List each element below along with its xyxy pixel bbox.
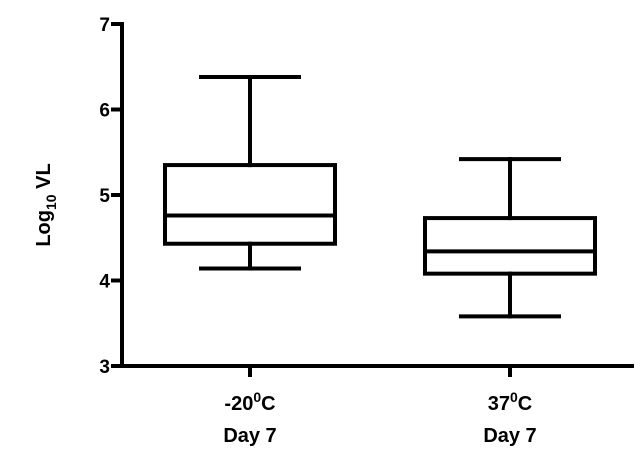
x-category-label-degree: 0: [253, 389, 261, 405]
x-category-label-unit: C: [261, 393, 275, 415]
x-category-label-value: 37: [488, 393, 510, 415]
x-category-label-value: -20: [224, 393, 253, 415]
y-tick-label: 4: [99, 272, 110, 293]
y-axis-label-main: Log: [33, 210, 55, 247]
y-axis-label: Log10 VL: [33, 163, 59, 246]
y-tick-label: 3: [99, 357, 110, 378]
y-tick-label: 5: [99, 186, 110, 207]
interquartile-box: [163, 163, 337, 246]
y-tick-label: 6: [99, 101, 110, 122]
x-category-label-line2: Day 7: [483, 425, 536, 447]
interquartile-box: [423, 216, 597, 276]
box-series-2: [423, 157, 597, 319]
y-axis-label-subscript: 10: [43, 194, 59, 210]
x-category-label-line2: Day 7: [223, 425, 276, 447]
x-category-label-line1: -200C: [224, 389, 275, 415]
y-tick-label: 7: [99, 15, 110, 36]
y-axis: 3 4 5 6 7: [99, 15, 124, 378]
y-axis-label-suffix: VL: [33, 163, 55, 194]
box-series-1: [163, 75, 337, 271]
x-category-label-degree: 0: [510, 389, 518, 405]
x-category-label-line1: 370C: [488, 389, 533, 415]
boxes: [163, 75, 597, 319]
x-category-label-unit: C: [518, 393, 532, 415]
